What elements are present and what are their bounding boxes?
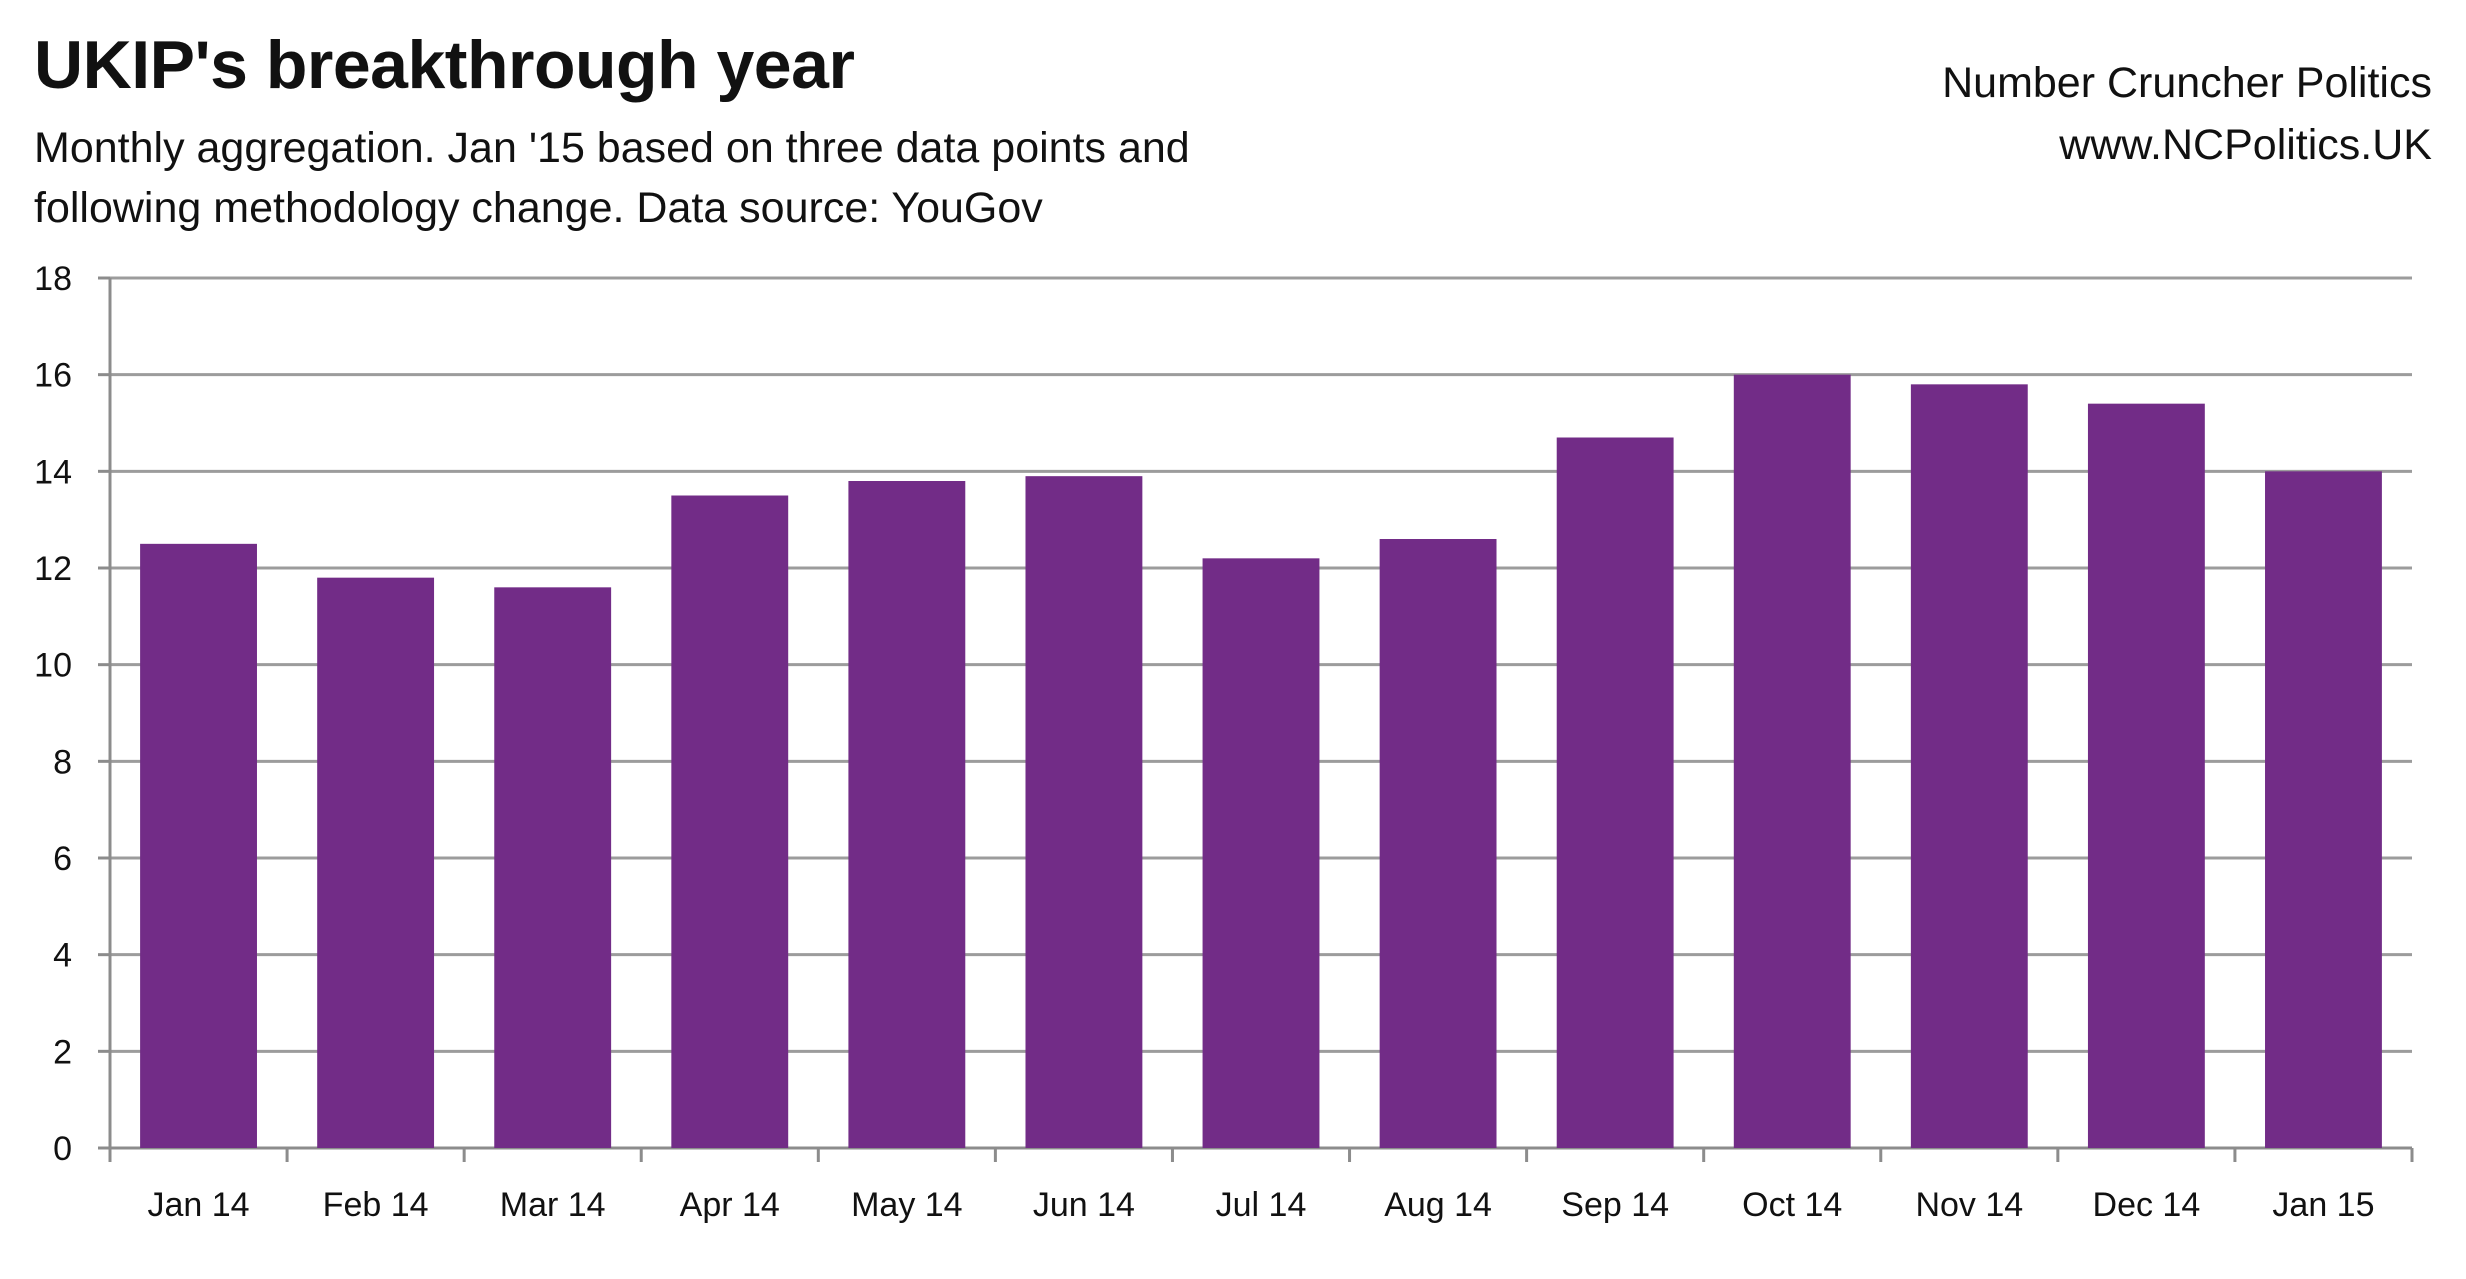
x-tick-label: Jun 14 (1033, 1186, 1135, 1224)
bar (1025, 476, 1143, 1149)
y-tick-label: 0 (53, 1130, 72, 1168)
bar (2265, 471, 2382, 1148)
bar (1910, 384, 2028, 1148)
bar (1202, 558, 1320, 1148)
x-tick-label: Jan 15 (2272, 1186, 2374, 1224)
brand-name: Number Cruncher Politics (1942, 59, 2432, 107)
y-tick-label: 6 (53, 840, 72, 878)
bar (2087, 403, 2205, 1149)
bar (1556, 437, 1674, 1148)
x-tick-label: Jan 14 (147, 1186, 249, 1224)
y-tick-label: 10 (34, 647, 72, 685)
subtitle-line-1: Monthly aggregation. Jan '15 based on th… (34, 124, 1190, 172)
x-tick-label: Oct 14 (1742, 1186, 1842, 1224)
bar (671, 495, 789, 1148)
subtitle-line-2: following methodology change. Data sourc… (34, 184, 1043, 232)
brand-url: www.NCPolitics.UK (2059, 121, 2432, 169)
brand-credit: Number Cruncher Politics www.NCPolitics.… (1942, 52, 2432, 176)
x-tick-label: Dec 14 (2093, 1186, 2201, 1224)
bar (1379, 539, 1497, 1148)
bar (494, 587, 612, 1148)
chart-subtitle: Monthly aggregation. Jan '15 based on th… (34, 118, 1190, 238)
x-tick-label: May 14 (851, 1186, 963, 1224)
x-tick-label: Apr 14 (680, 1186, 780, 1224)
bar (317, 577, 435, 1148)
x-tick-label: Nov 14 (1915, 1186, 2023, 1224)
bar (848, 481, 966, 1148)
x-tick-label: Mar 14 (500, 1186, 606, 1224)
y-tick-label: 18 (34, 260, 72, 298)
bar (140, 543, 257, 1148)
x-tick-label: Jul 14 (1216, 1186, 1307, 1224)
y-tick-label: 16 (34, 357, 72, 395)
y-tick-label: 12 (34, 550, 72, 588)
bars (140, 374, 2382, 1149)
bar (1733, 374, 1851, 1149)
x-tick-label: Aug 14 (1384, 1186, 1492, 1224)
y-tick-label: 8 (53, 743, 72, 781)
x-tick-label: Feb 14 (323, 1186, 429, 1224)
tick-labels: 0 2 4 6 8 10 12 14 16 18 Jan 14 Feb 14 Mar 14 Apr 14 M… (34, 260, 2374, 1224)
y-tick-label: 2 (53, 1033, 72, 1071)
y-tick-label: 4 (53, 937, 72, 975)
y-tick-label: 14 (34, 453, 72, 491)
x-tick-label: Sep 14 (1561, 1186, 1669, 1224)
chart-title: UKIP's breakthrough year (34, 27, 855, 103)
